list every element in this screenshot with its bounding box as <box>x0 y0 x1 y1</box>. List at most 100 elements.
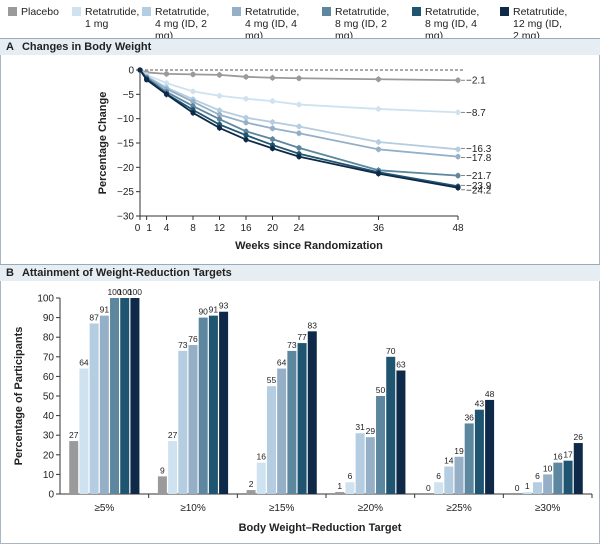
data-point <box>190 110 196 116</box>
bar-value-label: 87 <box>89 312 99 322</box>
data-point <box>216 125 223 131</box>
bar-value-label: 14 <box>444 456 454 466</box>
bar <box>246 490 256 494</box>
data-point <box>269 145 276 151</box>
bar <box>444 466 454 494</box>
bar <box>365 437 375 494</box>
legend-label: Retatrutide, 4 mg (ID, 2 mg) <box>155 6 210 42</box>
y-tick-label: 70 <box>43 352 55 363</box>
bar-value-label: 27 <box>69 430 79 440</box>
bar <box>287 350 297 494</box>
y-tick-label: 100 <box>37 294 54 305</box>
bar <box>256 462 266 494</box>
bar-value-label: 91 <box>100 305 110 315</box>
x-axis-title: Weeks since Randomization <box>235 240 383 252</box>
data-point <box>243 74 249 80</box>
data-point <box>137 67 143 73</box>
y-tick-label: −30 <box>117 212 134 223</box>
legend-swatch <box>322 7 331 16</box>
y-tick-label: −25 <box>117 187 134 198</box>
data-point <box>243 119 249 126</box>
bar <box>188 345 198 494</box>
bar <box>89 323 99 494</box>
series-line <box>139 69 459 177</box>
bar-value-label: 91 <box>209 305 219 315</box>
bar-value-label: 63 <box>396 360 406 370</box>
category-label: ≥20% <box>358 503 384 514</box>
x-tick-label: 0 <box>135 223 141 234</box>
series-line-group <box>137 67 461 191</box>
data-point <box>269 119 276 125</box>
legend-swatch <box>142 7 151 16</box>
category-label: ≥25% <box>446 503 472 514</box>
legend-label: Retatrutide, 4 mg (ID, 4 mg) <box>245 6 300 42</box>
data-point <box>163 91 170 97</box>
bar-value-label: 43 <box>475 399 485 409</box>
bar <box>307 331 317 494</box>
panel-b-header: B Attainment of Weight-Reduction Targets <box>0 264 600 281</box>
series-line <box>139 69 459 189</box>
data-point <box>375 106 382 112</box>
bar <box>157 476 167 494</box>
series-line <box>139 69 459 82</box>
legend-swatch <box>8 7 17 16</box>
bar-value-label: 55 <box>267 375 277 385</box>
data-point <box>243 136 249 143</box>
bar-value-label: 93 <box>219 301 229 311</box>
bar-value-label: 36 <box>464 412 474 422</box>
bar-value-label: 76 <box>188 334 198 344</box>
y-tick-label: 10 <box>43 470 55 481</box>
bar-value-label: 26 <box>574 432 584 442</box>
bar <box>464 423 474 494</box>
x-tick-label: 12 <box>214 223 226 234</box>
data-point <box>455 173 461 179</box>
y-tick-label: 40 <box>43 411 55 422</box>
x-tick-label: 20 <box>267 223 279 234</box>
bar <box>99 315 109 494</box>
bar <box>355 433 365 494</box>
x-tick-label: 4 <box>164 223 170 234</box>
x-axis-title: Body Weight–Reduction Target <box>239 522 402 534</box>
data-point <box>375 139 382 145</box>
x-tick-label: 1 <box>146 223 152 234</box>
series-end-label: −16.3 <box>466 144 492 155</box>
data-point <box>243 96 249 102</box>
series-end-label: −21.7 <box>466 171 492 182</box>
series-end-label: −17.8 <box>466 153 492 164</box>
bar-value-label: 16 <box>553 452 563 462</box>
bar-value-label: 0 <box>426 483 431 493</box>
bar-value-label: 9 <box>160 465 165 475</box>
data-point <box>216 116 223 122</box>
bar <box>297 343 307 494</box>
x-tick-label: 24 <box>293 223 305 234</box>
data-point <box>296 75 302 81</box>
data-point <box>190 88 196 95</box>
bar <box>345 482 355 494</box>
bar <box>454 456 464 494</box>
data-point <box>163 71 170 77</box>
data-point <box>243 128 249 134</box>
y-tick-label: −15 <box>117 139 134 150</box>
data-point <box>243 115 249 121</box>
x-tick-label: 36 <box>373 223 385 234</box>
legend-label: Retatrutide, 12 mg (ID, 2 mg) <box>513 6 568 42</box>
bar <box>277 368 287 494</box>
y-tick-label: 0 <box>48 490 54 501</box>
bar-value-label: 17 <box>563 450 573 460</box>
bar-value-label: 10 <box>543 463 553 473</box>
x-tick-label: 16 <box>240 223 252 234</box>
bar <box>69 441 79 494</box>
bar-value-label: 2 <box>249 479 254 489</box>
panel-b-title: Attainment of Weight-Reduction Targets <box>21 267 232 279</box>
data-point <box>190 103 196 109</box>
data-point <box>296 101 302 108</box>
bar-value-label: 77 <box>297 332 307 342</box>
data-point <box>455 77 461 83</box>
data-point <box>296 154 302 160</box>
panel-a-header: A Changes in Body Weight <box>0 38 600 55</box>
bar <box>198 317 208 494</box>
y-tick-label: 30 <box>43 431 55 442</box>
bar-value-label: 1 <box>337 481 342 491</box>
